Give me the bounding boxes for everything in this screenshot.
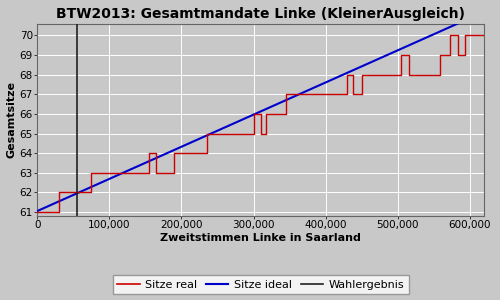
X-axis label: Zweitstimmen Linke in Saarland: Zweitstimmen Linke in Saarland (160, 233, 361, 243)
Y-axis label: Gesamtsitze: Gesamtsitze (7, 81, 17, 158)
Legend: Sitze real, Sitze ideal, Wahlergebnis: Sitze real, Sitze ideal, Wahlergebnis (113, 275, 408, 294)
Title: BTW2013: Gesamtmandate Linke (KleinerAusgleich): BTW2013: Gesamtmandate Linke (KleinerAus… (56, 7, 465, 21)
